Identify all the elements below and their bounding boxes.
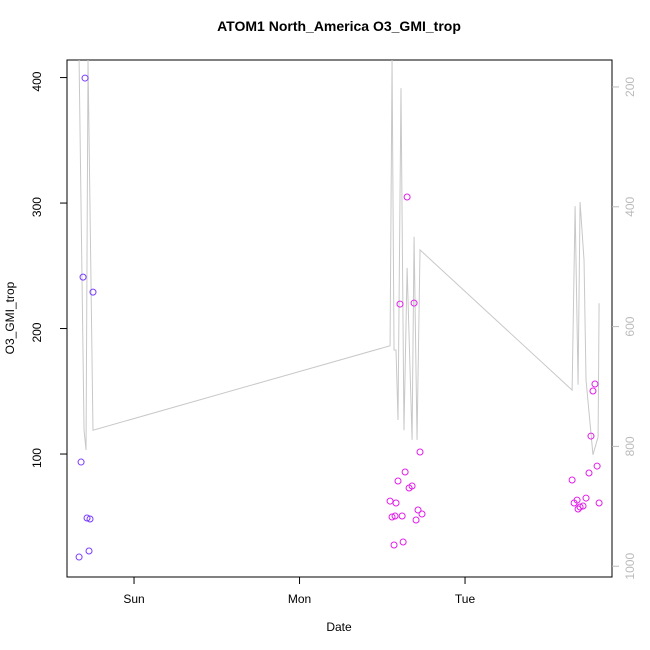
plot-area — [75, 60, 603, 561]
x-axis-label: Date — [326, 620, 352, 634]
y2-tick-label: 800 — [623, 436, 637, 456]
y-tick-label: 200 — [30, 322, 44, 342]
y2-tick-label: 600 — [623, 316, 637, 336]
point — [391, 512, 399, 520]
point — [408, 482, 416, 490]
point — [85, 547, 93, 555]
point — [399, 538, 407, 546]
line — [78, 60, 600, 455]
point — [77, 458, 85, 466]
point — [414, 506, 422, 514]
point — [589, 387, 597, 395]
point — [401, 468, 409, 476]
point — [593, 462, 601, 470]
y-tick-label: 100 — [30, 448, 44, 468]
x-tick-label: Mon — [288, 592, 311, 606]
point — [75, 553, 83, 561]
y-tick-label: 400 — [30, 71, 44, 91]
point — [416, 448, 424, 456]
point — [576, 503, 584, 511]
point — [410, 299, 418, 307]
point — [587, 432, 595, 440]
point — [418, 510, 426, 518]
point — [595, 499, 603, 507]
point — [579, 502, 587, 510]
y2-tick-label: 400 — [623, 196, 637, 216]
y-axis-label: O3_GMI_trop — [3, 281, 17, 354]
point — [79, 273, 87, 281]
point — [86, 515, 94, 523]
point — [412, 516, 420, 524]
point — [585, 469, 593, 477]
point — [386, 497, 394, 505]
y2-tick-label: 200 — [623, 77, 637, 97]
point — [574, 505, 582, 513]
point — [403, 193, 411, 201]
y2-tick-label: 1000 — [623, 553, 637, 580]
point — [582, 494, 590, 502]
point — [396, 300, 404, 308]
point — [573, 496, 581, 504]
y-tick-label: 300 — [30, 197, 44, 217]
point — [388, 513, 396, 521]
point — [398, 512, 406, 520]
x-tick-label: Sun — [123, 592, 144, 606]
point — [591, 380, 599, 388]
point — [394, 477, 402, 485]
point — [81, 74, 89, 82]
point — [568, 476, 576, 484]
plot-frame — [66, 59, 613, 578]
point — [392, 499, 400, 507]
point — [390, 541, 398, 549]
point — [89, 288, 97, 296]
chart-title: ATOM1 North_America O3_GMI_trop — [217, 18, 461, 34]
x-tick-label: Tue — [455, 592, 476, 606]
point — [83, 514, 91, 522]
